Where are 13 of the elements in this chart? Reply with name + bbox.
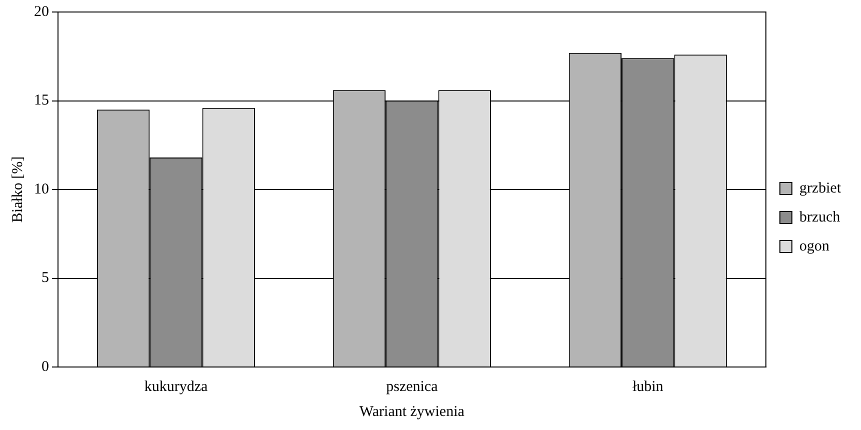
x-tick-label: pszenica (386, 378, 438, 395)
y-axis-title: Białko [%] (10, 156, 26, 223)
y-tick-label: 15 (34, 92, 49, 109)
legend-label: grzbiet (799, 180, 842, 196)
y-tick-label: 0 (42, 358, 49, 375)
y-tick-label: 10 (34, 181, 49, 198)
x-tick-label: łubin (632, 378, 664, 395)
legend-label: ogon (799, 238, 830, 254)
legend-label: brzuch (799, 209, 841, 226)
y-tick-label: 5 (42, 270, 49, 286)
y-tick-label: 20 (34, 4, 49, 20)
x-axis-title: Wariant żywienia (359, 404, 465, 420)
x-tick-label: kukurydza (144, 378, 208, 395)
